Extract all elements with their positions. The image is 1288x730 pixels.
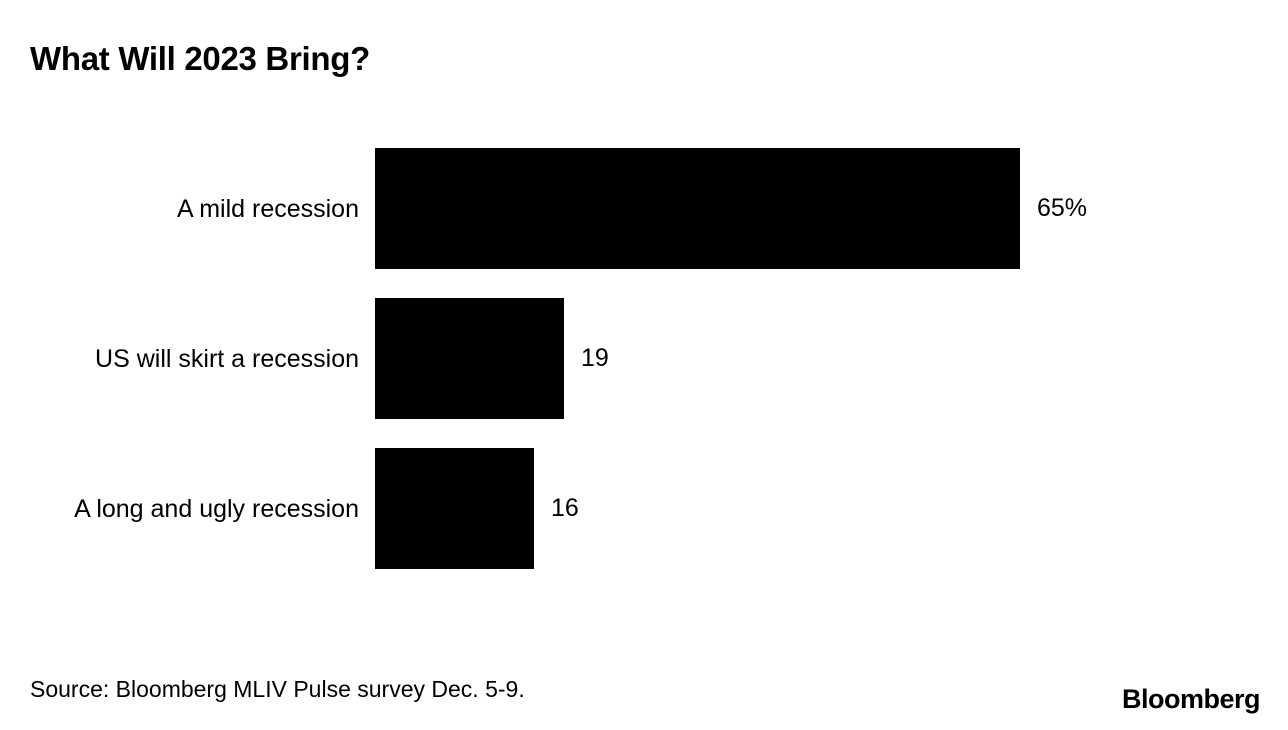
bar	[375, 148, 1020, 269]
bar	[375, 448, 534, 569]
bar-row: A mild recession 65%	[0, 148, 1288, 269]
bar-label: A mild recession	[176, 194, 359, 223]
source-text: Source: Bloomberg MLIV Pulse survey Dec.…	[30, 676, 525, 702]
bar-row: US will skirt a recession 19	[0, 298, 1288, 419]
bar-row: A long and ugly recession 16	[0, 448, 1288, 569]
chart-title: What Will 2023 Bring?	[30, 40, 370, 77]
bar-label: US will skirt a recession	[95, 344, 359, 373]
bloomberg-logo: Bloomberg	[1121, 684, 1261, 714]
bar-label: A long and ugly recession	[74, 494, 359, 523]
bar-chart: A mild recession 65% US will skirt a rec…	[0, 148, 1288, 598]
bar	[375, 298, 564, 419]
value-label: 19	[581, 344, 609, 372]
value-label: 16	[551, 494, 579, 522]
value-label: 65%	[1037, 194, 1088, 222]
